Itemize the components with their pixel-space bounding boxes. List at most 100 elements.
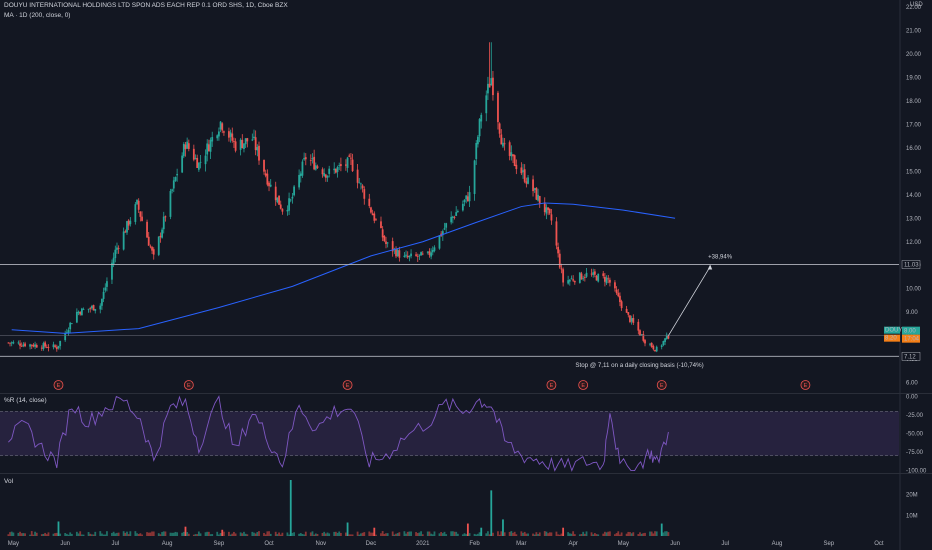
candle-body (186, 141, 189, 149)
volume-bar (478, 532, 481, 536)
volume-bar (258, 531, 260, 536)
candle-body (350, 157, 352, 159)
candle-body (660, 345, 663, 348)
volume-bar (513, 531, 516, 536)
countdown-tag: 17:04 (904, 337, 920, 343)
candle-body (522, 170, 524, 173)
volume-bar (253, 532, 255, 536)
volume-bar (500, 531, 503, 536)
volume-bar (619, 534, 621, 536)
last-price-tag-bg (902, 326, 920, 335)
volume-bar (405, 533, 407, 536)
candle-body (615, 289, 618, 293)
candle-body (430, 252, 433, 257)
volume-bar (169, 532, 172, 536)
volume-bar (590, 532, 593, 536)
volume-bar (286, 532, 289, 536)
chart-title: DOUYU INTERNATIONAL HOLDINGS LTD SPON AD… (4, 2, 288, 9)
volume-bar (134, 531, 137, 536)
volume-bar (263, 532, 265, 536)
candle-body (182, 143, 185, 157)
volume-bar (522, 532, 524, 536)
candle-body (266, 173, 269, 185)
candle-body (468, 192, 471, 202)
y-tick-label: 6.00 (906, 381, 918, 387)
volume-bar (416, 533, 419, 536)
candle-body (595, 275, 598, 281)
volume-bar (152, 531, 155, 536)
volume-bar (89, 533, 92, 536)
candle-body (80, 308, 83, 316)
volume-bar (234, 533, 237, 536)
candle-body (380, 221, 382, 229)
candle-body (535, 187, 538, 200)
x-tick-label: Oct (874, 541, 884, 547)
volume-bar (147, 532, 150, 536)
candle-body (104, 287, 107, 291)
volume-bar (453, 531, 456, 536)
candle-body (438, 235, 441, 249)
candle-body (371, 213, 374, 216)
volume-bar (592, 534, 595, 536)
candle-body (637, 321, 640, 331)
volume-bar (172, 532, 175, 536)
volume-bar (627, 531, 630, 536)
volume-bar (550, 532, 553, 536)
volume-bar (477, 533, 479, 536)
volume-bar (455, 531, 458, 536)
candle-body (323, 173, 326, 176)
candle-body (639, 330, 641, 336)
candle-body (79, 312, 82, 315)
volume-bar (196, 534, 199, 536)
volume-bar (22, 533, 25, 536)
candle-body (356, 169, 359, 183)
volume-bar (485, 533, 488, 536)
volume-bar (535, 532, 538, 536)
volume-bar (19, 531, 21, 536)
candle-body (555, 221, 558, 246)
volume-bar (57, 521, 60, 536)
volume-bar (75, 531, 78, 536)
volume-bar (527, 533, 529, 536)
volume-bar (129, 531, 132, 536)
volume-bar (194, 534, 197, 536)
volume-bar (492, 532, 494, 536)
volume-bar (578, 534, 581, 536)
candle-body (360, 183, 362, 185)
candle-body (445, 223, 448, 228)
candle-body (303, 158, 306, 160)
wr-tick-label: -100.00 (906, 469, 927, 475)
candle-body (485, 95, 488, 114)
candle-body (253, 136, 255, 139)
candle-body (338, 165, 341, 166)
candle-body (17, 342, 20, 344)
volume-bar (395, 533, 397, 536)
candle-body (426, 251, 429, 253)
volume-bar (244, 533, 247, 536)
volume-bar (184, 526, 187, 536)
symbol-tag-bg (884, 326, 900, 334)
volume-bar (269, 533, 272, 536)
candle-body (568, 279, 571, 282)
volume-bar (34, 531, 36, 536)
candle-body (239, 139, 242, 150)
volume-bar (122, 531, 125, 536)
volume-bar (356, 531, 359, 536)
candle-body (12, 342, 15, 344)
earnings-marker-label: E (550, 383, 554, 389)
x-tick-label: Nov (315, 541, 326, 547)
volume-bar (151, 531, 153, 536)
volume-bar (139, 533, 142, 536)
candle-body (94, 309, 97, 311)
volume-bar (642, 533, 645, 536)
y-tick-label: 17.00 (906, 122, 922, 128)
volume-bar (607, 531, 610, 536)
volume-bar (547, 533, 549, 536)
candle-body (101, 298, 103, 306)
candle-body (492, 77, 494, 96)
candle-body (328, 168, 331, 174)
candle-body (627, 312, 630, 315)
candle-body (513, 155, 516, 167)
candle-body (42, 343, 45, 349)
